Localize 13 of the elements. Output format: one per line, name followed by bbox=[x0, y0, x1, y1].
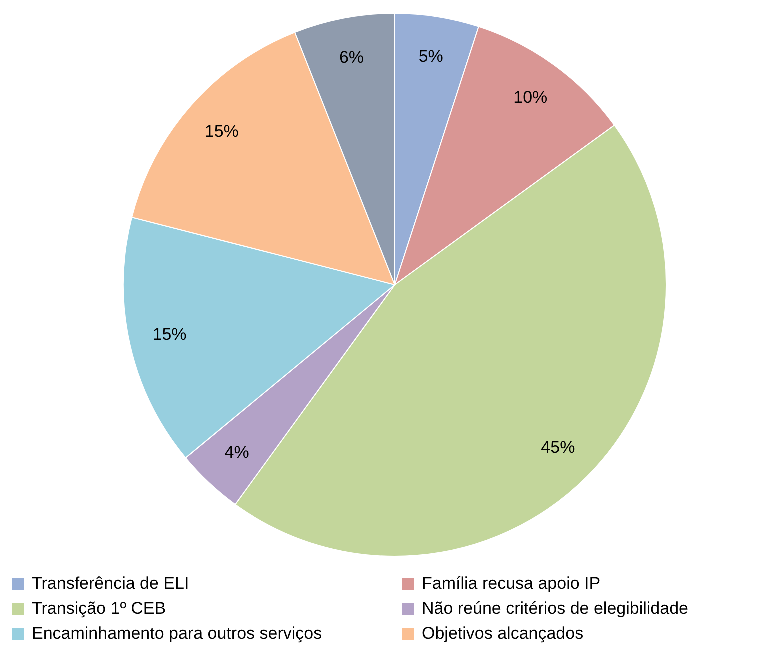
legend-label: Transferência de ELI bbox=[32, 573, 190, 595]
legend-label: Objetivos alcançados bbox=[422, 623, 584, 645]
legend-label: Transição 1º CEB bbox=[32, 598, 166, 620]
data-label: 4% bbox=[224, 442, 250, 462]
data-label: 6% bbox=[339, 48, 364, 67]
data-label: 15% bbox=[152, 325, 187, 344]
data-label: 10% bbox=[514, 88, 548, 107]
data-label: 45% bbox=[541, 438, 576, 457]
legend-label: Família recusa apoio IP bbox=[422, 573, 601, 595]
data-label: 5% bbox=[418, 46, 444, 66]
legend-label: Encaminhamento para outros serviços bbox=[32, 623, 322, 645]
data-label: 15% bbox=[204, 122, 239, 142]
legend-label: Não reúne critérios de elegibilidade bbox=[422, 598, 688, 620]
